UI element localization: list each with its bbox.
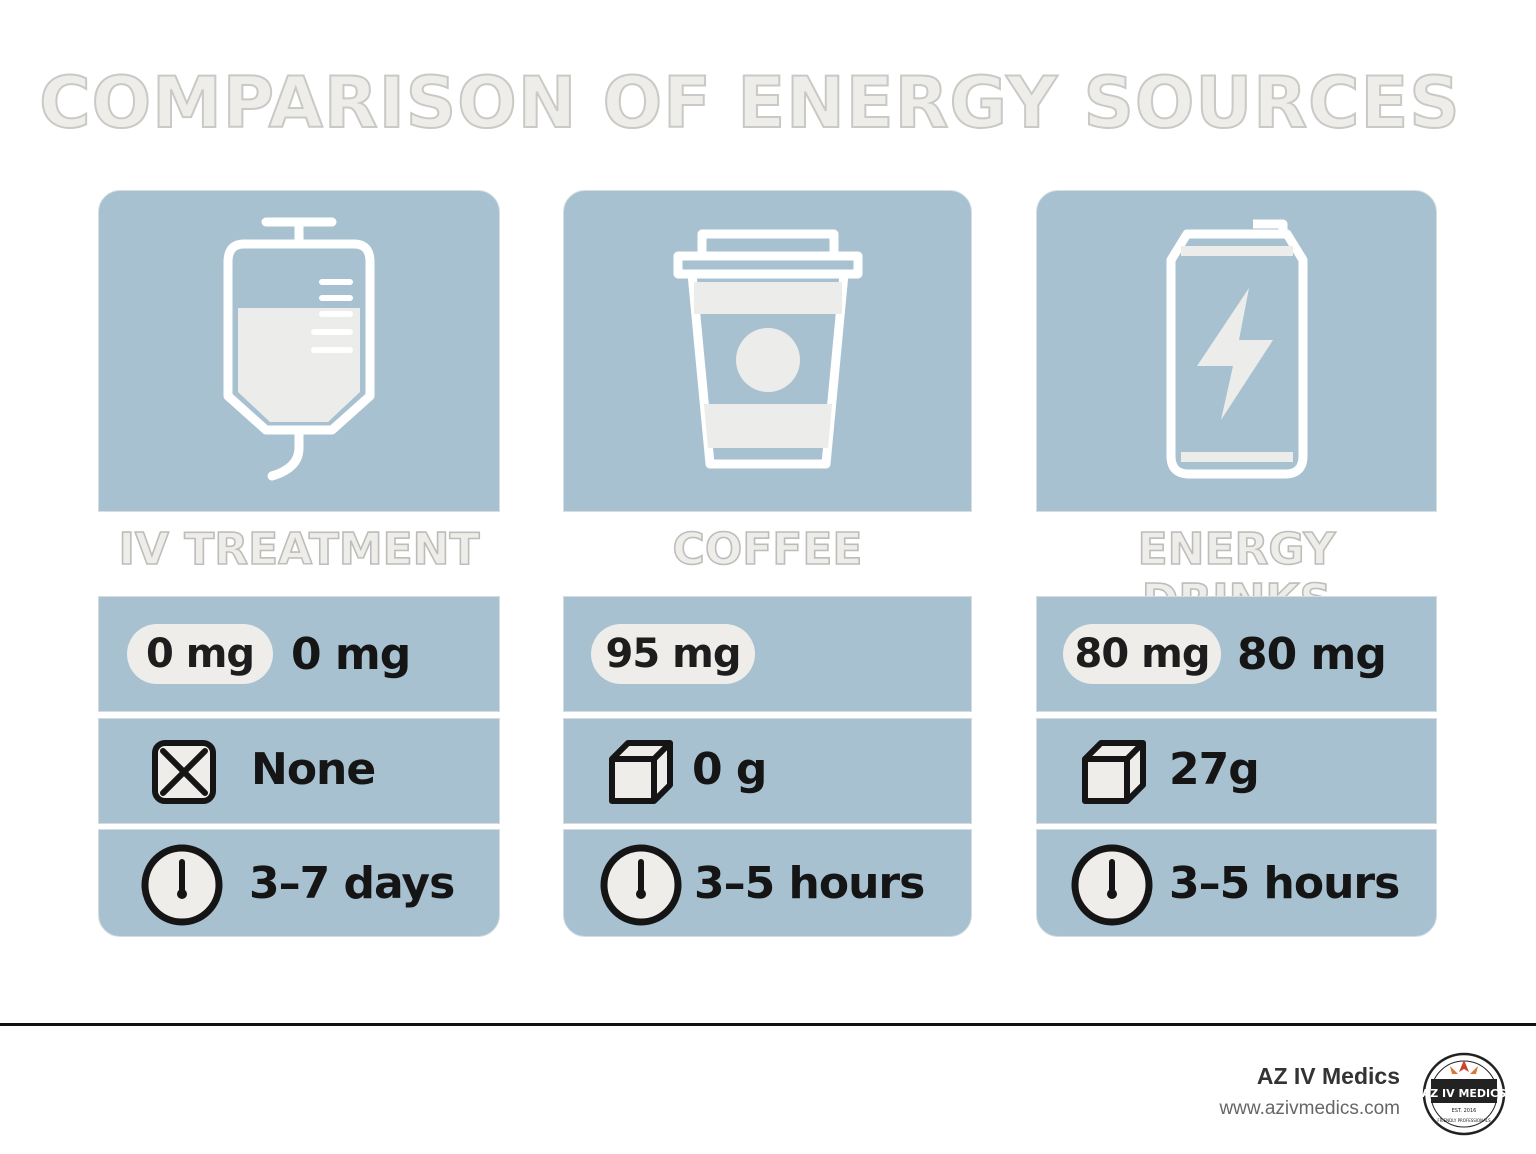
icon-card — [1036, 190, 1437, 512]
column-label: COFFEE — [672, 523, 864, 576]
icon-card — [98, 190, 500, 512]
logo-tagline: FRIENDLY PROFESSIONALS — [1437, 1118, 1491, 1123]
energy-can-icon — [1166, 219, 1307, 479]
duration-value: 3–5 hours — [1169, 858, 1400, 909]
clock-icon — [600, 844, 682, 926]
iv-bag-icon — [223, 217, 375, 481]
sugar-cube-icon — [1082, 740, 1146, 804]
clock-icon — [1071, 844, 1153, 926]
duration-row: 3–5 hours — [563, 829, 972, 937]
sugar-row: None — [98, 718, 500, 824]
caffeine-badge: 95 mg — [591, 624, 755, 684]
caffeine-row: 80 mg 80 mg — [1036, 596, 1437, 712]
sugar-cube-icon — [609, 740, 673, 804]
sugar-row: 0 g — [563, 718, 972, 824]
footer-website[interactable]: www.azivmedics.com — [1219, 1098, 1400, 1119]
duration-row: 3–7 days — [98, 829, 500, 937]
sugar-row: 27g — [1036, 718, 1437, 824]
logo-text: AZ IV MEDICS — [1422, 1087, 1506, 1100]
sugar-value: None — [251, 744, 376, 795]
footer-brand: AZ IV Medics — [1256, 1063, 1400, 1089]
duration-value: 3–5 hours — [694, 858, 925, 909]
duration-row: 3–5 hours — [1036, 829, 1437, 937]
column-label: IV TREATMENT — [118, 523, 481, 576]
caffeine-row: 0 mg 0 mg — [98, 596, 500, 712]
duration-value: 3–7 days — [249, 858, 455, 909]
x-box-icon — [152, 740, 216, 804]
caffeine-badge: 0 mg — [127, 624, 273, 684]
footer-divider — [0, 1023, 1536, 1026]
caffeine-value: 0 mg — [291, 629, 411, 680]
logo-est: EST. 2016 — [1452, 1108, 1477, 1114]
sugar-value: 27g — [1169, 744, 1260, 795]
caffeine-badge: 80 mg — [1063, 624, 1221, 684]
clock-icon — [141, 844, 223, 926]
page-title: COMPARISON OF ENERGY SOURCES — [38, 61, 1461, 145]
icon-card — [563, 190, 972, 512]
company-logo: AZ IV MEDICS EST. 2016 FRIENDLY PROFESSI… — [1422, 1052, 1506, 1136]
caffeine-row: 95 mg — [563, 596, 972, 712]
coffee-cup-icon — [673, 229, 862, 469]
sugar-value: 0 g — [692, 744, 767, 795]
caffeine-value: 80 mg — [1237, 629, 1387, 680]
